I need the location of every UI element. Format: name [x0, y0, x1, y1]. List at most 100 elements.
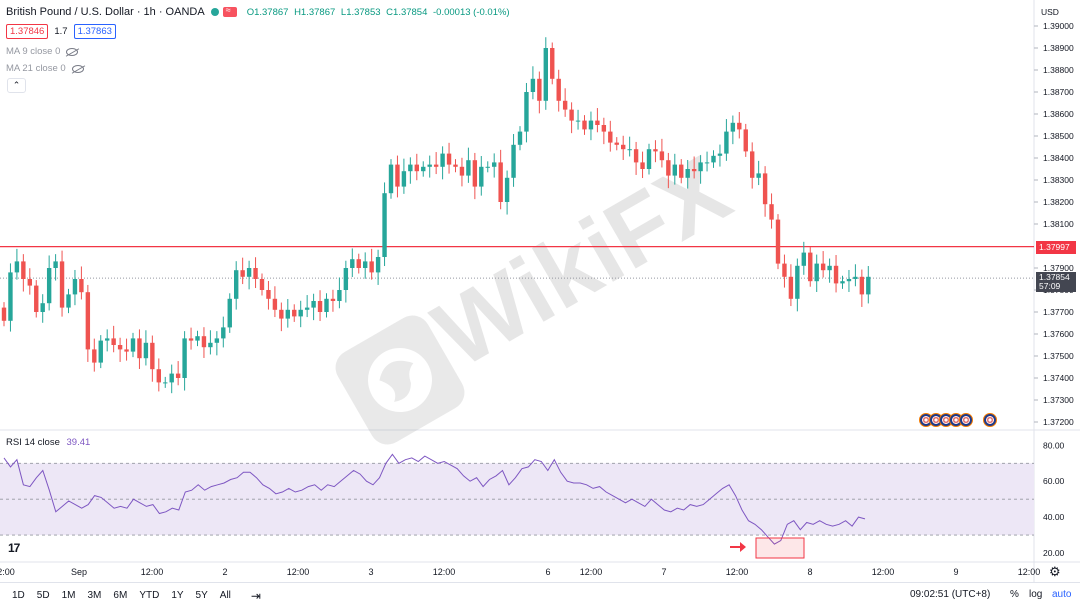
rsi-legend[interactable]: RSI 14 close 39.41 [6, 437, 90, 448]
timeframe-3m[interactable]: 3M [87, 590, 102, 601]
candle [601, 125, 607, 132]
uk-flag-icon[interactable] [983, 413, 997, 427]
candle [679, 164, 684, 178]
price-tick-label: 1.38800 [1043, 65, 1074, 75]
arrow-right-icon [730, 542, 746, 552]
current-price-value: 1.37854 [1039, 272, 1070, 283]
candle [208, 342, 213, 348]
candle [588, 120, 594, 130]
candle [59, 261, 65, 308]
rsi-tick-label: 80.00 [1043, 440, 1065, 450]
candle [175, 373, 181, 378]
candle [201, 336, 207, 348]
candle [124, 349, 129, 352]
candle [375, 257, 381, 273]
symbol-legend[interactable]: British Pound / U.S. Dollar · 1h · OANDA… [6, 5, 513, 18]
candle [279, 309, 284, 319]
candle [117, 345, 123, 350]
candle [72, 279, 78, 295]
log-scale-toggle[interactable]: log [1029, 589, 1043, 600]
candle [504, 177, 510, 202]
candle [53, 261, 58, 268]
buy-price-button[interactable]: 1.37863 [73, 24, 116, 39]
timeframe-1y[interactable]: 1Y [171, 590, 184, 601]
eye-hidden-icon[interactable] [71, 64, 84, 73]
candle [814, 263, 819, 282]
ma9-legend[interactable]: MA 9 close 0 [6, 46, 79, 57]
clock[interactable]: 09:02:51 (UTC+8) [910, 589, 991, 600]
economic-events[interactable] [919, 413, 997, 427]
timeframe-1d[interactable]: 1D [12, 590, 25, 601]
timeframe-1m[interactable]: 1M [61, 590, 76, 601]
candle [317, 301, 323, 312]
timeframe-5y[interactable]: 5Y [195, 590, 208, 601]
candle [234, 270, 239, 299]
candle [530, 78, 536, 92]
ohlc-values: O1.37867 H1.37867 L1.37853 C1.37854 -0.0… [247, 7, 513, 18]
ma21-legend[interactable]: MA 21 close 0 [6, 63, 84, 74]
candle [788, 276, 794, 299]
candle [653, 149, 658, 152]
percent-scale-toggle[interactable]: % [1010, 589, 1019, 600]
candle [446, 153, 452, 165]
time-tick-label: Sep [71, 567, 87, 577]
candle [614, 142, 619, 145]
time-tick-label: 12:00 [726, 567, 749, 577]
ohlc-high: H1.37867 [294, 6, 336, 18]
candle [137, 338, 142, 359]
timeframe-5d[interactable]: 5D [36, 590, 50, 601]
price-tick-label: 1.38400 [1043, 153, 1074, 163]
candle [750, 151, 755, 178]
candle [840, 281, 845, 284]
rsi-line [3, 453, 866, 545]
candle [27, 279, 32, 286]
sell-price-button[interactable]: 1.37846 [6, 24, 49, 39]
timeframe-ytd[interactable]: YTD [139, 590, 160, 601]
candle [859, 276, 865, 295]
bottom-toolbar: 1D 5D 1M 3M 6M YTD 1Y 5Y All ⇥ 09:02:51 … [0, 583, 1080, 608]
date-range-icon[interactable]: ⇥ [250, 588, 261, 603]
candle [724, 131, 729, 154]
candle [730, 122, 736, 132]
candle [246, 268, 252, 277]
time-tick-label: 12:00 [872, 567, 895, 577]
price-tick-label: 1.38100 [1043, 219, 1074, 229]
ohlc-change: -0.00013 (-0.01%) [433, 6, 510, 18]
symbol-title[interactable]: British Pound / U.S. Dollar · 1h · OANDA [6, 6, 205, 18]
candle [311, 301, 316, 308]
candle [356, 259, 361, 268]
price-tick-label: 1.37700 [1043, 307, 1074, 317]
candle [21, 261, 26, 279]
candle [743, 129, 748, 152]
candles-group [1, 37, 871, 394]
tradingview-logo-icon[interactable]: 17 [8, 541, 20, 555]
candle [46, 268, 52, 304]
time-tick-label: 12:00 [1018, 567, 1041, 577]
rsi-value: 39.41 [66, 437, 91, 448]
candle [524, 92, 529, 132]
candle [427, 164, 432, 167]
timeframe-all[interactable]: All [219, 590, 231, 601]
candle [156, 369, 161, 383]
timeframe-6m[interactable]: 6M [113, 590, 128, 601]
time-tick-label: 12:00 [287, 567, 310, 577]
candle [698, 162, 703, 172]
candle [433, 164, 439, 167]
divider [0, 582, 1080, 583]
bid-ask-row: 1.37846 1.7 1.37863 [6, 24, 116, 39]
candle [40, 303, 45, 312]
candle [472, 160, 478, 187]
gear-icon[interactable]: ⚙ [1049, 564, 1061, 579]
us-flag-icon[interactable] [959, 413, 973, 427]
candle [556, 78, 561, 101]
eye-hidden-icon[interactable] [66, 47, 79, 56]
candle [343, 268, 349, 290]
candle [130, 338, 136, 352]
candle [666, 160, 671, 176]
collapse-legend-button[interactable]: ⌃ [7, 78, 26, 93]
candle [866, 276, 871, 295]
time-tick-label: 6 [545, 567, 550, 577]
auto-scale-toggle[interactable]: auto [1052, 589, 1072, 600]
candle [105, 338, 110, 341]
